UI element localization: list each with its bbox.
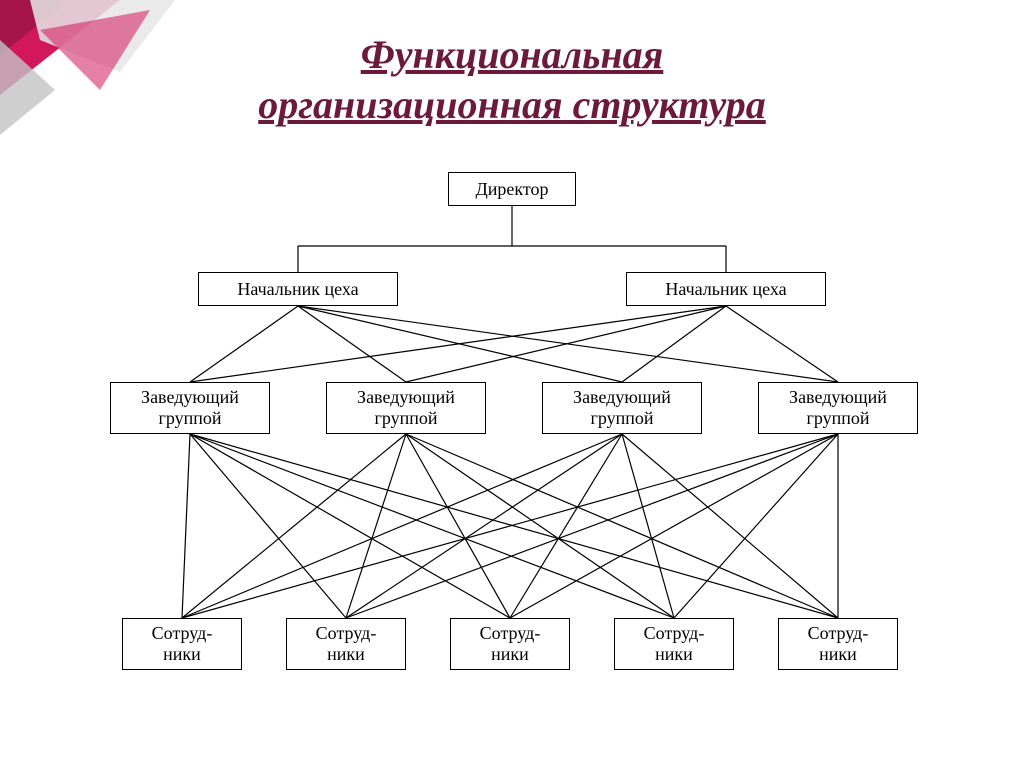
node-chief2: Начальник цеха	[626, 272, 826, 306]
org-chart: Директор Начальник цеха Начальник цеха Заве…	[70, 160, 954, 740]
node-emp2: Сотруд-ники	[286, 618, 406, 670]
node-mgr3: Заведующийгруппой	[542, 382, 702, 434]
title-line-2: организационная структура	[258, 82, 766, 127]
node-chief1: Начальник цеха	[198, 272, 398, 306]
node-mgr1: Заведующийгруппой	[110, 382, 270, 434]
node-mgr4: Заведующийгруппой	[758, 382, 918, 434]
node-emp1: Сотруд-ники	[122, 618, 242, 670]
node-emp3: Сотруд-ники	[450, 618, 570, 670]
node-emp5: Сотруд-ники	[778, 618, 898, 670]
node-director: Директор	[448, 172, 576, 206]
node-emp4: Сотруд-ники	[614, 618, 734, 670]
page-title: Функциональная организационная структура	[0, 30, 1024, 130]
title-line-1: Функциональная	[361, 32, 664, 77]
node-mgr2: Заведующийгруппой	[326, 382, 486, 434]
